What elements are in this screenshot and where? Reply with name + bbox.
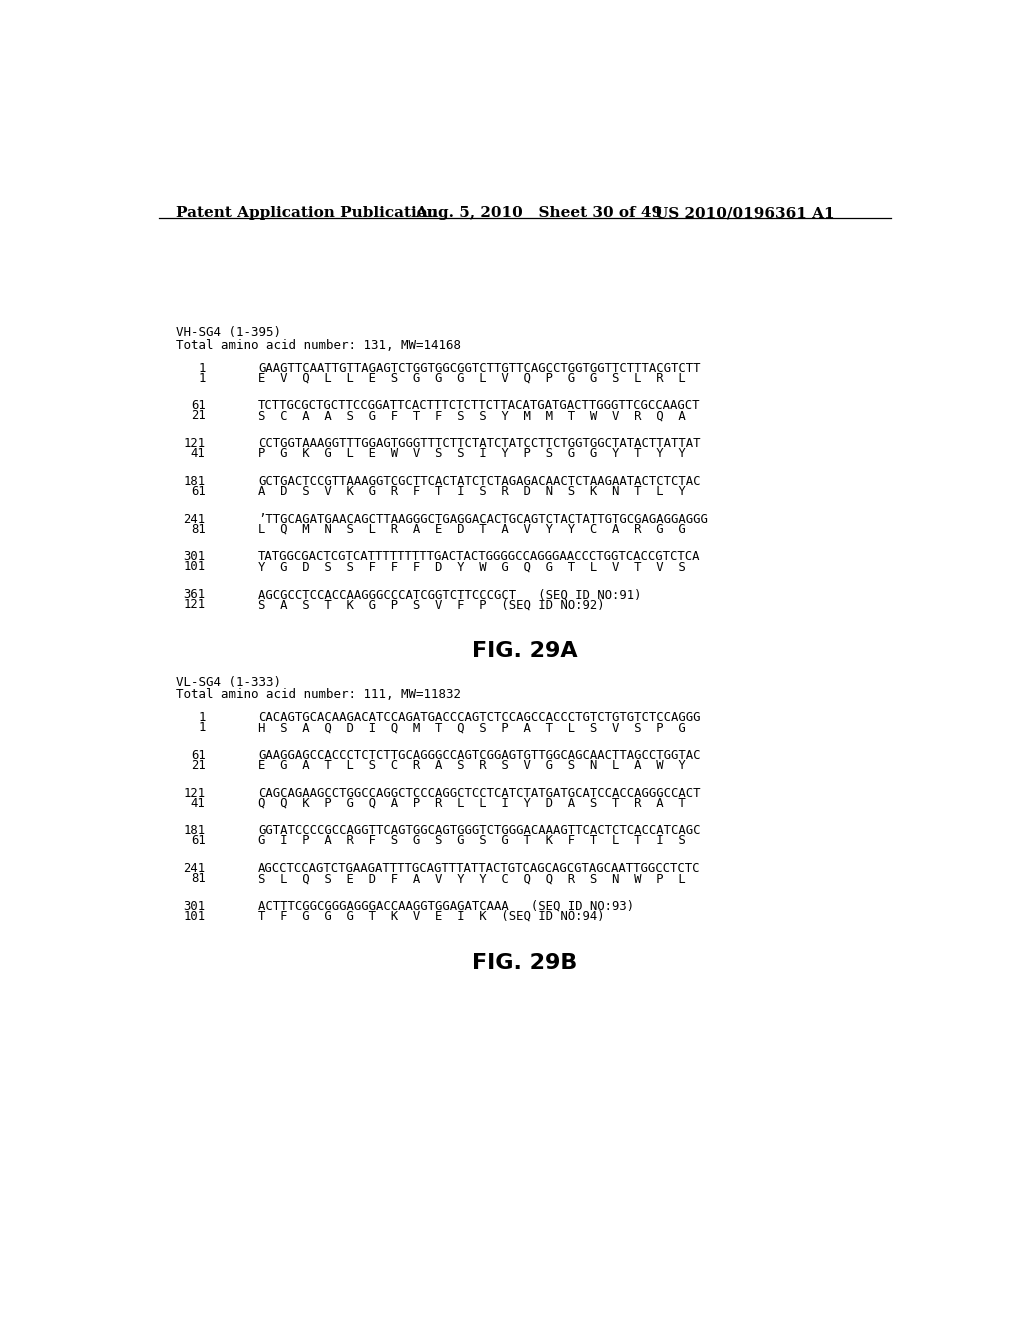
- Text: 301: 301: [183, 900, 206, 913]
- Text: 61: 61: [190, 748, 206, 762]
- Text: GGTATCCCCGCCAGGTTCAGTGGCAGTGGGTCTGGGACAAAGTTCACTCTCACCATCAGC: GGTATCCCCGCCAGGTTCAGTGGCAGTGGGTCTGGGACAA…: [258, 825, 700, 837]
- Text: 181: 181: [183, 825, 206, 837]
- Text: E  G  A  T  L  S  C  R  A  S  R  S  V  G  S  N  L  A  W  Y: E G A T L S C R A S R S V G S N L A W Y: [258, 759, 686, 772]
- Text: CCTGGTAAAGGTTTGGAGTGGGTTTCTTCTATCTATCCTTCTGGTGGCTATACTTATTAT: CCTGGTAAAGGTTTGGAGTGGGTTTCTTCTATCTATCCTT…: [258, 437, 700, 450]
- Text: S  A  S  T  K  G  P  S  V  F  P  (SEQ ID NO:92): S A S T K G P S V F P (SEQ ID NO:92): [258, 598, 605, 611]
- Text: 21: 21: [190, 759, 206, 772]
- Text: 121: 121: [183, 437, 206, 450]
- Text: ʼTTGCAGATGAACAGCTTAAGGGCTGAGGACACTGCAGTCTACTATTGTGCGAGAGGAGGG: ʼTTGCAGATGAACAGCTTAAGGGCTGAGGACACTGCAGTC…: [258, 512, 708, 525]
- Text: T  F  G  G  G  T  K  V  E  I  K  (SEQ ID NO:94): T F G G G T K V E I K (SEQ ID NO:94): [258, 909, 605, 923]
- Text: AGCCTCCAGTCTGAAGATTTTGCAGTTTATTACTGTCAGCAGCGTAGCAATTGGCCTCTC: AGCCTCCAGTCTGAAGATTTTGCAGTTTATTACTGTCAGC…: [258, 862, 700, 875]
- Text: S  L  Q  S  E  D  F  A  V  Y  Y  C  Q  Q  R  S  N  W  P  L: S L Q S E D F A V Y Y C Q Q R S N W P L: [258, 873, 686, 886]
- Text: 21: 21: [190, 409, 206, 422]
- Text: 81: 81: [190, 873, 206, 886]
- Text: Total amino acid number: 131, MW=14168: Total amino acid number: 131, MW=14168: [176, 339, 461, 351]
- Text: 1: 1: [198, 711, 206, 725]
- Text: Y  G  D  S  S  F  F  F  D  Y  W  G  Q  G  T  L  V  T  V  S: Y G D S S F F F D Y W G Q G T L V T V S: [258, 561, 686, 573]
- Text: P  G  K  G  L  E  W  V  S  S  I  Y  P  S  G  G  Y  T  Y  Y: P G K G L E W V S S I Y P S G G Y T Y Y: [258, 447, 686, 461]
- Text: 41: 41: [190, 797, 206, 809]
- Text: VL-SG4 (1-333): VL-SG4 (1-333): [176, 676, 281, 689]
- Text: S  C  A  A  S  G  F  T  F  S  S  Y  M  M  T  W  V  R  Q  A: S C A A S G F T F S S Y M M T W V R Q A: [258, 409, 686, 422]
- Text: 61: 61: [190, 484, 206, 498]
- Text: Q  Q  K  P  G  Q  A  P  R  L  L  I  Y  D  A  S  T  R  A  T: Q Q K P G Q A P R L L I Y D A S T R A T: [258, 797, 686, 809]
- Text: L  Q  M  N  S  L  R  A  E  D  T  A  V  Y  Y  C  A  R  G  G: L Q M N S L R A E D T A V Y Y C A R G G: [258, 523, 686, 536]
- Text: FIG. 29B: FIG. 29B: [472, 953, 578, 973]
- Text: 1: 1: [198, 721, 206, 734]
- Text: 121: 121: [183, 787, 206, 800]
- Text: 101: 101: [183, 909, 206, 923]
- Text: 181: 181: [183, 475, 206, 488]
- Text: 1: 1: [198, 372, 206, 384]
- Text: Aug. 5, 2010   Sheet 30 of 49: Aug. 5, 2010 Sheet 30 of 49: [415, 206, 662, 220]
- Text: AGCGCCTCCACCAAGGGCCCATCGGTCTTCCCGCT   (SEQ ID NO:91): AGCGCCTCCACCAAGGGCCCATCGGTCTTCCCGCT (SEQ…: [258, 589, 642, 601]
- Text: GCTGACTCCGTTAAAGGTCGCTTCACTATCTCTAGAGACAACTCTAAGAATACTCTCTAC: GCTGACTCCGTTAAAGGTCGCTTCACTATCTCTAGAGACA…: [258, 475, 700, 488]
- Text: CACAGTGCACAAGACATCCAGATGACCCAGTCTCCAGCCACCCTGTCTGTGTCTCCAGGG: CACAGTGCACAAGACATCCAGATGACCCAGTCTCCAGCCA…: [258, 711, 700, 725]
- Text: 61: 61: [190, 400, 206, 412]
- Text: US 2010/0196361 A1: US 2010/0196361 A1: [655, 206, 835, 220]
- Text: TCTTGCGCTGCTTCCGGATTCACTTTCTCTTCTTACATGATGACTTGGGTTCGCCAAGCT: TCTTGCGCTGCTTCCGGATTCACTTTCTCTTCTTACATGA…: [258, 400, 700, 412]
- Text: 361: 361: [183, 589, 206, 601]
- Text: 301: 301: [183, 550, 206, 564]
- Text: G  I  P  A  R  F  S  G  S  G  S  G  T  K  F  T  L  T  I  S: G I P A R F S G S G S G T K F T L T I S: [258, 834, 686, 847]
- Text: H  S  A  Q  D  I  Q  M  T  Q  S  P  A  T  L  S  V  S  P  G: H S A Q D I Q M T Q S P A T L S V S P G: [258, 721, 686, 734]
- Text: 1: 1: [198, 362, 206, 375]
- Text: 241: 241: [183, 862, 206, 875]
- Text: CAGCAGAAGCCTGGCCAGGCTCCCAGGCTCCTCATCTATGATGCATCCACCAGGGCCACT: CAGCAGAAGCCTGGCCAGGCTCCCAGGCTCCTCATCTATG…: [258, 787, 700, 800]
- Text: FIG. 29A: FIG. 29A: [472, 642, 578, 661]
- Text: GAAGTTCAATTGTTAGAGTCTGGTGGCGGTCTTGTTCAGCCTGGTGGTTCTTTACGTCTT: GAAGTTCAATTGTTAGAGTCTGGTGGCGGTCTTGTTCAGC…: [258, 362, 700, 375]
- Text: 81: 81: [190, 523, 206, 536]
- Text: 101: 101: [183, 561, 206, 573]
- Text: 61: 61: [190, 834, 206, 847]
- Text: 41: 41: [190, 447, 206, 461]
- Text: E  V  Q  L  L  E  S  G  G  G  L  V  Q  P  G  G  S  L  R  L: E V Q L L E S G G G L V Q P G G S L R L: [258, 372, 686, 384]
- Text: ACTTTCGGCGGGAGGGACCAAGGTGGAGATCAAA   (SEQ ID NO:93): ACTTTCGGCGGGAGGGACCAAGGTGGAGATCAAA (SEQ …: [258, 900, 634, 913]
- Text: VH-SG4 (1-395): VH-SG4 (1-395): [176, 326, 281, 339]
- Text: Patent Application Publication: Patent Application Publication: [176, 206, 438, 220]
- Text: 241: 241: [183, 512, 206, 525]
- Text: Total amino acid number: 111, MW=11832: Total amino acid number: 111, MW=11832: [176, 688, 461, 701]
- Text: A  D  S  V  K  G  R  F  T  I  S  R  D  N  S  K  N  T  L  Y: A D S V K G R F T I S R D N S K N T L Y: [258, 484, 686, 498]
- Text: GAAGGAGCCACCCTCTCTTGCAGGGCCAGTCGGAGTGTTGGCAGCAACTTAGCCTGGTAC: GAAGGAGCCACCCTCTCTTGCAGGGCCAGTCGGAGTGTTG…: [258, 748, 700, 762]
- Text: TATGGCGACTCGTCATTTTTTTTTGACTACTGGGGCCAGGGAACCCTGGTCACCGTCTCA: TATGGCGACTCGTCATTTTTTTTTGACTACTGGGGCCAGG…: [258, 550, 700, 564]
- Text: 121: 121: [183, 598, 206, 611]
